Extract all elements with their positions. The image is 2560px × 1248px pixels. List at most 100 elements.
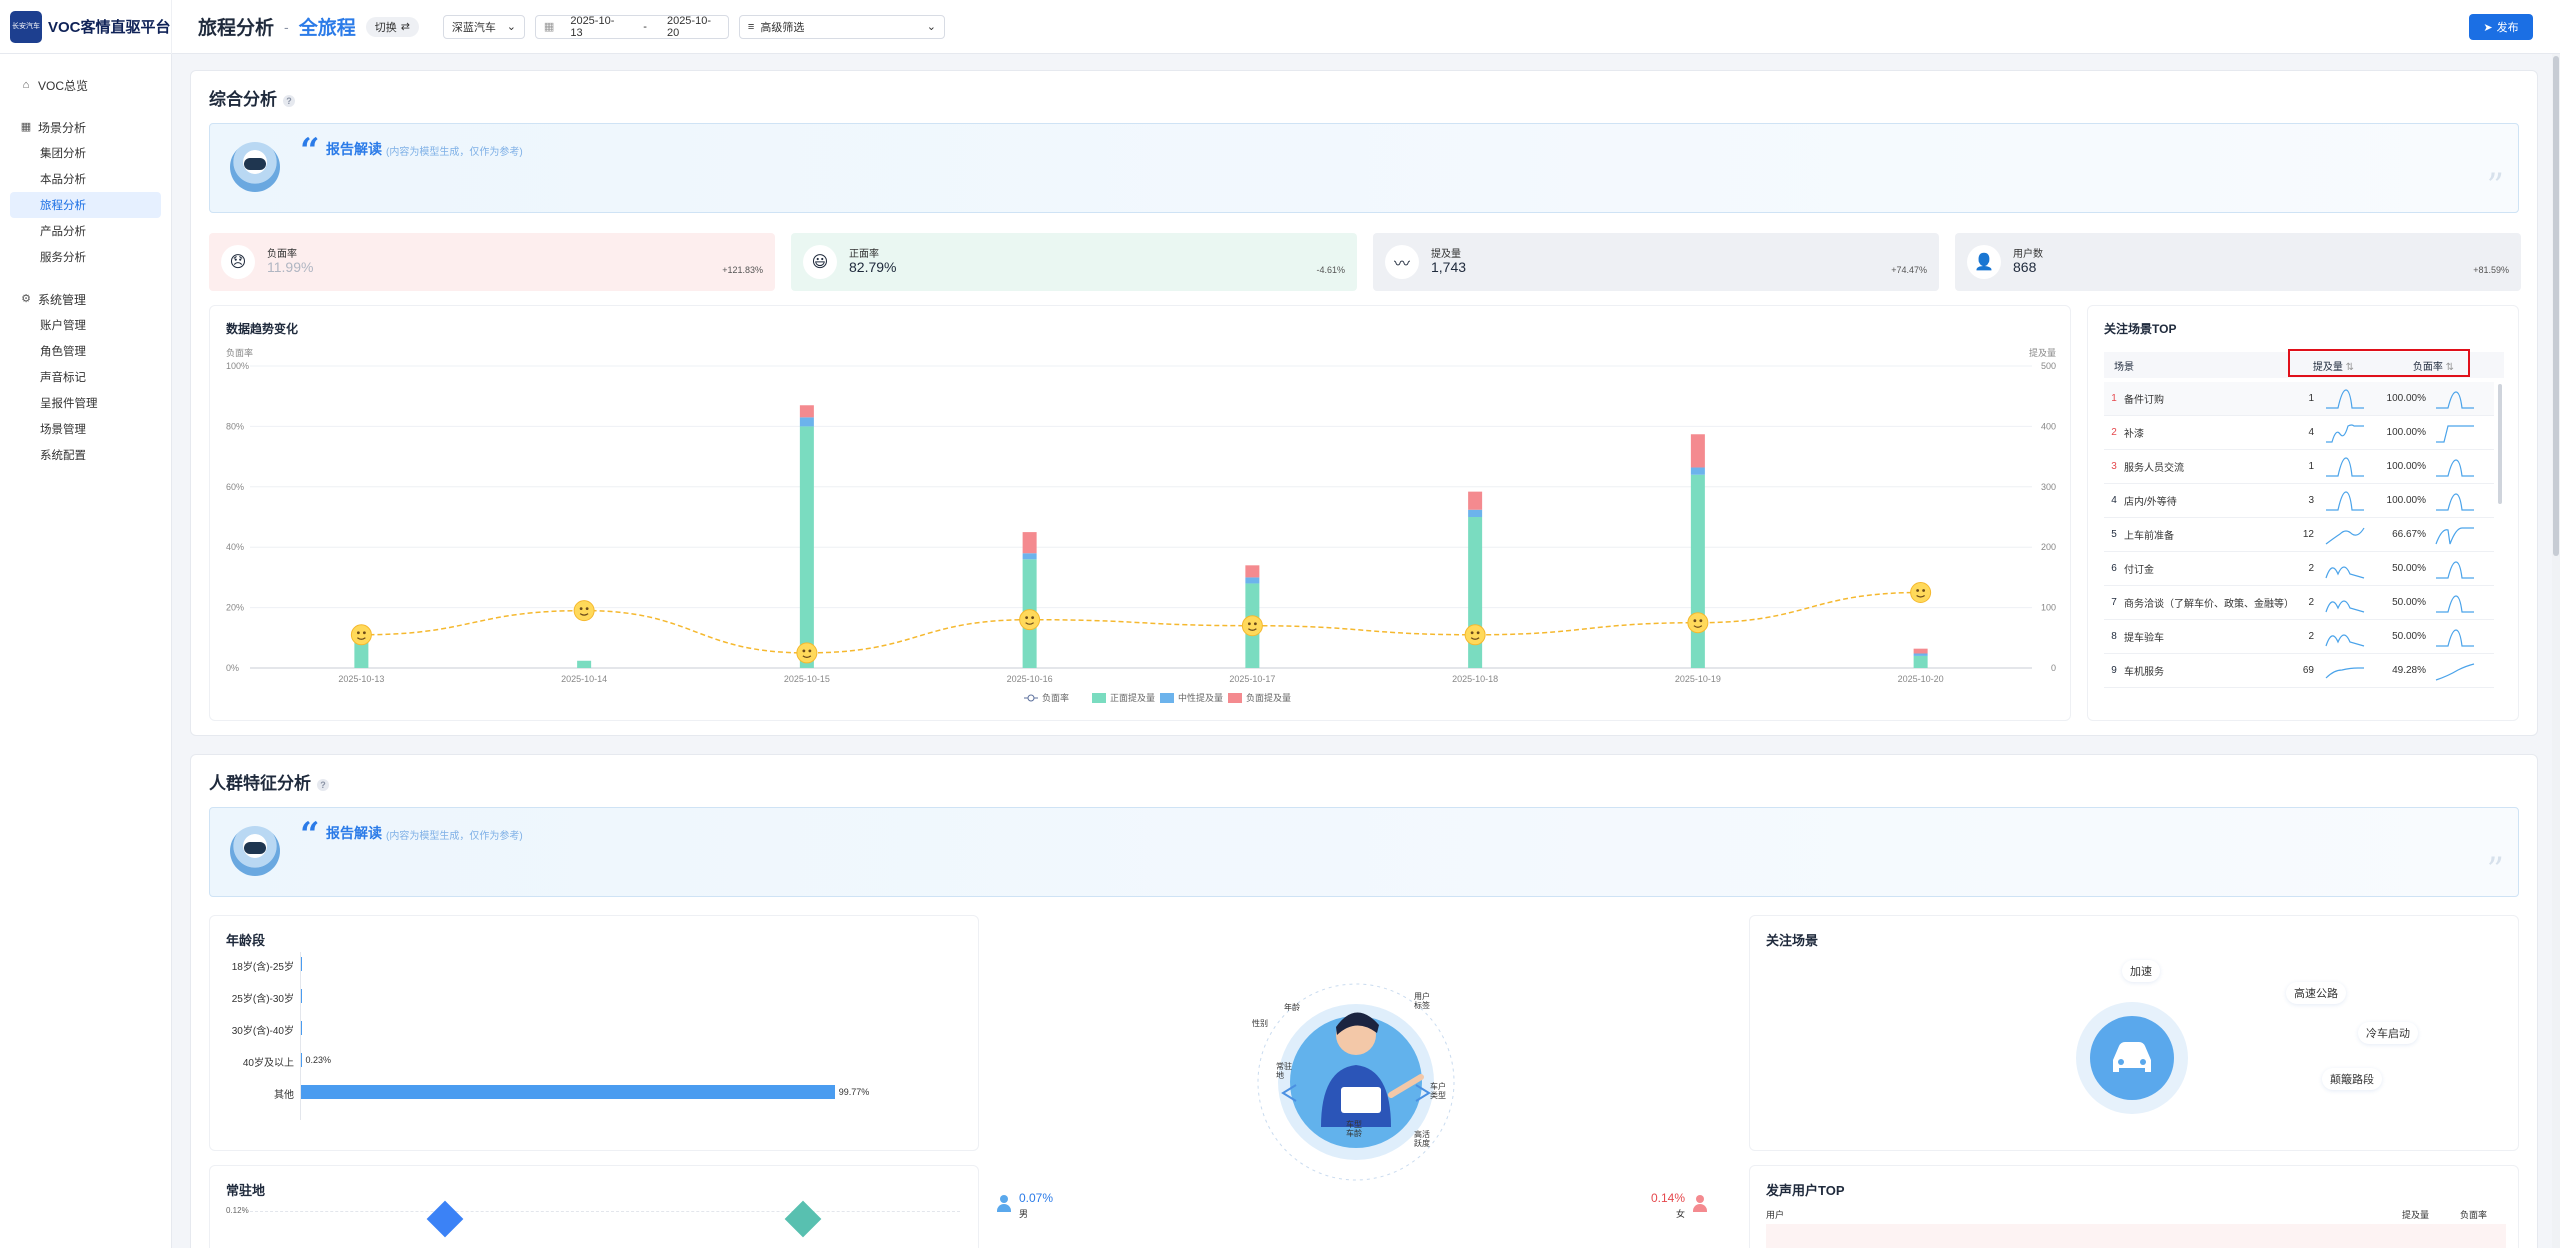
legend-swatch[interactable] <box>1092 693 1106 703</box>
emoji-eye <box>356 631 360 635</box>
page-scrollbar-thumb[interactable] <box>2553 56 2559 556</box>
resident-marker-teal <box>784 1200 822 1238</box>
negative-rate: 66.67% <box>2392 529 2426 540</box>
kpi-mention-count: 〰 提及量 1,743 +74.47% <box>1373 233 1939 291</box>
bar-positive[interactable] <box>1690 474 1705 668</box>
bar-neutral[interactable] <box>1245 577 1260 584</box>
bar-positive[interactable] <box>577 660 592 668</box>
nav-service-analysis[interactable]: 服务分析 <box>40 252 86 264</box>
table-row[interactable]: 4 店内/外等待 3 100.00% <box>2104 484 2494 518</box>
switch-button[interactable]: 切换 ⇄ <box>365 16 419 37</box>
focus-tag-cold-start[interactable]: 冷车启动 <box>2358 1022 2418 1044</box>
nav-group-analysis[interactable]: 集团分析 <box>40 148 86 160</box>
nav-system-config[interactable]: 系统配置 <box>40 450 86 462</box>
persona-illustration: 性别 年龄 用户 标签 常驻 地 车户 类型 车型 车龄 高活 跃度 <box>1251 977 1461 1187</box>
table-row[interactable]: 7 商务洽谈（了解车价、政策、金融等） 2 50.00% <box>2104 586 2494 620</box>
table-row[interactable]: 8 提车验车 2 50.00% <box>2104 620 2494 654</box>
bar-positive[interactable] <box>354 637 369 668</box>
bar-neutral[interactable] <box>1913 653 1928 656</box>
wave-icon: 〰 <box>1385 245 1419 279</box>
bar-neutral[interactable] <box>1022 553 1037 560</box>
nav-brand-analysis[interactable]: 本品分析 <box>40 174 86 186</box>
publish-button[interactable]: ➤ 发布 <box>2469 14 2533 40</box>
bar-positive[interactable] <box>799 426 814 668</box>
date-range-picker[interactable]: ▦ 2025-10-13 - 2025-10-20 <box>534 14 729 39</box>
date-start[interactable]: 2025-10-13 <box>570 14 615 39</box>
bar-neutral[interactable] <box>799 417 814 427</box>
col-neg-sort[interactable]: 负面率 ⇅ <box>2354 358 2454 373</box>
emoji-marker[interactable] <box>796 642 818 664</box>
nav-scene-group[interactable]: ▦ 场景分析 <box>0 114 171 140</box>
emoji-marker[interactable] <box>1464 624 1486 646</box>
nav-scene-manage[interactable]: 场景管理 <box>40 424 86 436</box>
bar-negative[interactable] <box>1022 532 1037 554</box>
nav-journey-analysis[interactable]: 旅程分析 <box>10 192 161 218</box>
voice-row-highlight[interactable] <box>1766 1224 2506 1248</box>
nav-system-group[interactable]: ⚙ 系统管理 <box>0 286 171 312</box>
table-row[interactable]: 5 上车前准备 12 66.67% <box>2104 518 2494 552</box>
bar-negative[interactable] <box>799 405 814 418</box>
bar-positive[interactable] <box>1468 517 1483 668</box>
legend-swatch[interactable] <box>1160 693 1174 703</box>
quote-end-icon: ” <box>2486 850 2504 890</box>
scene-name: 商务洽谈（了解车价、政策、金融等） <box>2124 599 2294 610</box>
brand-select[interactable]: 深蓝汽车 ⌄ <box>442 14 525 39</box>
mention-count: 1 <box>2308 393 2314 404</box>
page-scrollbar-track[interactable] <box>2552 54 2560 1248</box>
nav-voice-tag[interactable]: 声音标记 <box>40 372 86 384</box>
sad-icon: 😞 <box>221 245 255 279</box>
emoji-marker[interactable] <box>1241 615 1263 637</box>
brand-select-value: 深蓝汽车 <box>451 21 496 34</box>
table-row[interactable]: 3 服务人员交流 1 100.00% <box>2104 450 2494 484</box>
emoji-marker[interactable] <box>1019 609 1041 631</box>
emoji-marker[interactable] <box>1687 612 1709 634</box>
nav-report[interactable]: 呈报件管理 <box>40 398 98 410</box>
col-mentions-sort[interactable]: 提及量 ⇅ <box>2294 358 2354 373</box>
left-axis-title: 负面率 <box>226 347 253 358</box>
bar-negative[interactable] <box>1245 565 1260 578</box>
nav-role[interactable]: 角色管理 <box>40 346 86 358</box>
bar-positive[interactable] <box>1913 655 1928 668</box>
quote-icon: “ <box>300 815 320 855</box>
nav-voc-overview[interactable]: ⌂ VOC总览 <box>0 72 171 98</box>
bar-neutral[interactable] <box>1468 509 1483 517</box>
table-row[interactable]: 9 车机服务 69 49.28% <box>2104 654 2494 688</box>
legend-swatch[interactable] <box>1027 694 1035 702</box>
top-scenes-header: 场景 提及量 ⇅ 负面率 ⇅ <box>2104 352 2504 378</box>
focus-tag-bumpy-road[interactable]: 颠簸路段 <box>2322 1068 2382 1090</box>
bar-negative[interactable] <box>1690 434 1705 468</box>
rank: 1 <box>2111 393 2117 404</box>
grid-icon: ▦ <box>20 121 32 133</box>
chevron-down-icon: ⌄ <box>926 21 936 33</box>
col-mentions-label: 提及量 <box>2312 361 2343 373</box>
right-tick-label: 100 <box>2041 603 2056 613</box>
emoji-marker[interactable] <box>350 624 372 646</box>
bar-neutral[interactable] <box>1690 467 1705 475</box>
bar-negative[interactable] <box>1468 491 1483 510</box>
overall-analysis-panel: 综合分析? “ 报告解读 (内容为模型生成，仅作为参考) ” 😞 负面率 11.99… <box>190 70 2538 736</box>
advanced-filter[interactable]: ≡ 高级筛选 ⌄ <box>738 14 945 39</box>
car-shape <box>2113 1042 2151 1072</box>
focus-tag-accelerate[interactable]: 加速 <box>2122 960 2160 982</box>
mention-sparkline <box>2326 456 2364 477</box>
table-row[interactable]: 6 付订金 2 50.00% <box>2104 552 2494 586</box>
age-label: 30岁(含)-40岁 <box>231 1026 294 1037</box>
scrollbar[interactable] <box>2498 384 2502 504</box>
age-bar[interactable] <box>300 1085 835 1099</box>
brand[interactable]: 长安汽车 VOC客情直驱平台 <box>0 0 172 54</box>
table-row[interactable]: 2 补漆 4 100.00% <box>2104 416 2494 450</box>
focus-tag-highway[interactable]: 高速公路 <box>2286 982 2346 1004</box>
nav-product-analysis[interactable]: 产品分析 <box>40 226 86 238</box>
legend-swatch[interactable] <box>1228 693 1242 703</box>
nav-account[interactable]: 账户管理 <box>40 320 86 332</box>
kpi-positive-rate: 😃 正面率 82.79% -4.61% <box>791 233 1357 291</box>
x-tick-label: 2025-10-19 <box>1675 674 1721 684</box>
mention-sparkline <box>2325 527 2365 544</box>
table-row[interactable]: 1 备件订购 1 100.00% <box>2104 382 2494 416</box>
emoji-marker[interactable] <box>1910 582 1932 603</box>
date-end[interactable]: 2025-10-20 <box>666 14 711 39</box>
emoji-marker[interactable] <box>573 600 595 622</box>
help-icon[interactable]: ? <box>283 94 295 107</box>
bar-negative[interactable] <box>1913 648 1928 654</box>
help-icon[interactable]: ? <box>317 778 329 791</box>
